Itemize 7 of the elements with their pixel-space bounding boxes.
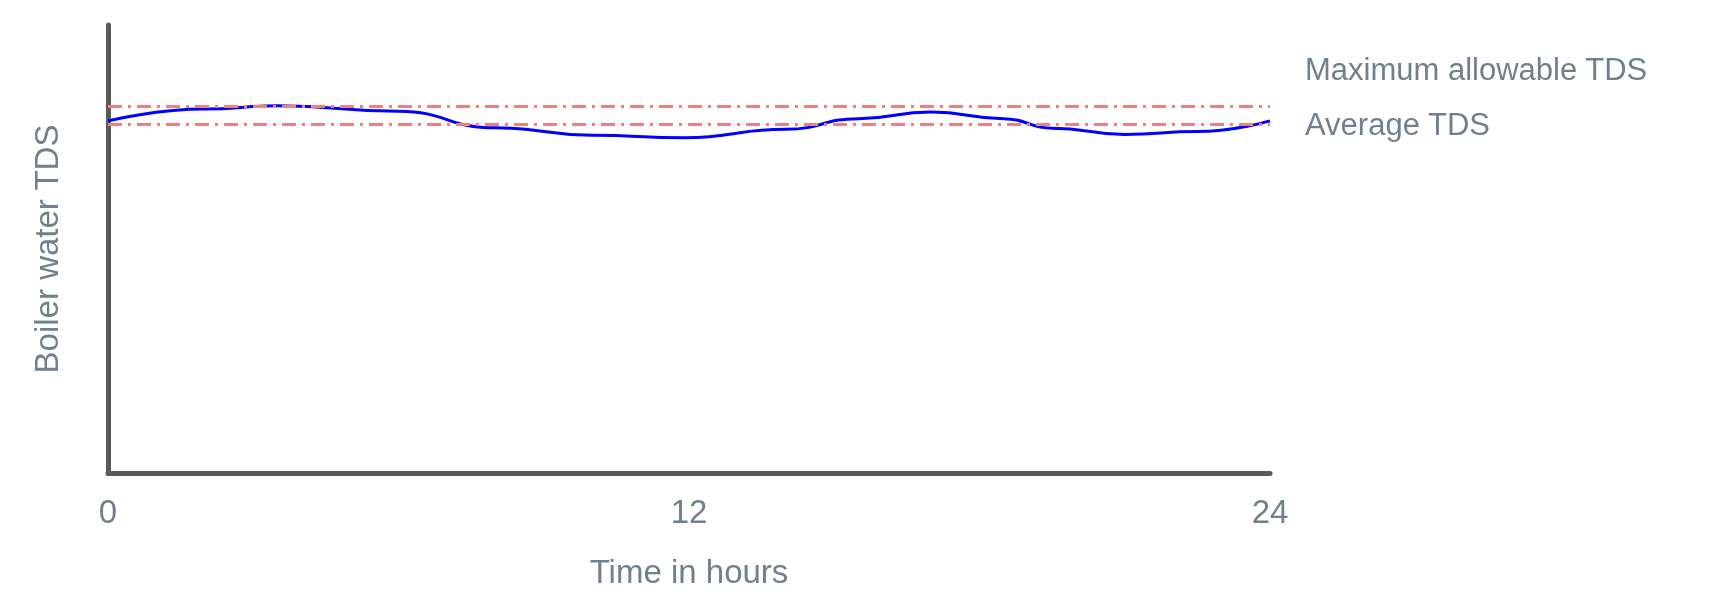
x-tick-label: 12 [670, 493, 708, 530]
x-axis-title: Time in hours [589, 553, 789, 590]
ref-line-label: Maximum allowable TDS [1305, 52, 1648, 88]
ref-line-label: Average TDS [1305, 106, 1490, 142]
x-tick-label: 0 [98, 493, 118, 530]
x-tick-label: 24 [1251, 493, 1289, 530]
y-axis-title: Boiler water TDS [28, 124, 65, 374]
